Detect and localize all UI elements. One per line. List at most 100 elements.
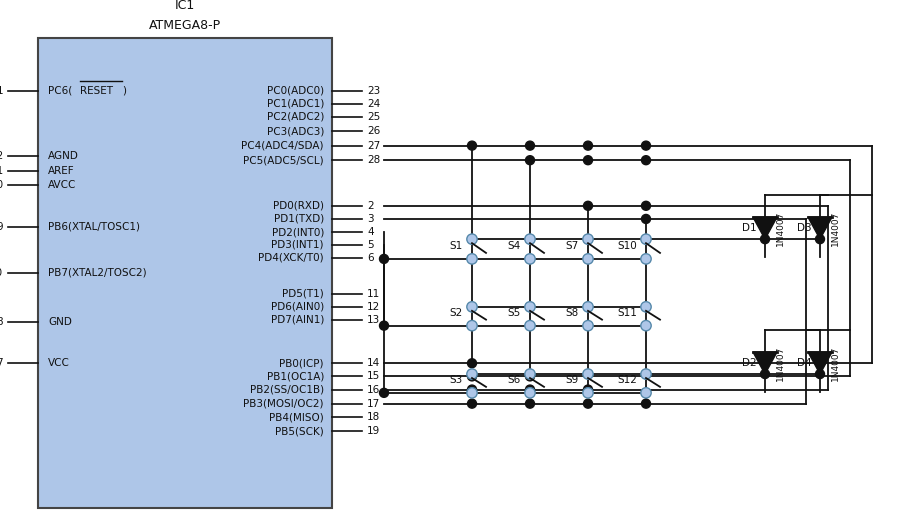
Circle shape bbox=[760, 235, 770, 244]
Text: S4: S4 bbox=[508, 241, 521, 251]
Text: PC4(ADC4/SDA): PC4(ADC4/SDA) bbox=[241, 140, 324, 150]
Text: PC0(ADC0): PC0(ADC0) bbox=[267, 86, 324, 96]
Text: 10: 10 bbox=[0, 268, 3, 278]
Circle shape bbox=[583, 369, 593, 379]
Circle shape bbox=[467, 254, 477, 264]
Circle shape bbox=[815, 370, 824, 379]
Circle shape bbox=[815, 235, 824, 244]
Text: GND: GND bbox=[48, 317, 72, 327]
Text: S3: S3 bbox=[450, 376, 463, 386]
Circle shape bbox=[642, 156, 651, 165]
Text: 23: 23 bbox=[367, 86, 380, 96]
Circle shape bbox=[641, 388, 652, 398]
Text: 2: 2 bbox=[367, 201, 374, 211]
Circle shape bbox=[380, 388, 389, 397]
Circle shape bbox=[642, 215, 651, 224]
Text: S6: S6 bbox=[508, 376, 521, 386]
Text: S8: S8 bbox=[566, 308, 579, 318]
Polygon shape bbox=[808, 352, 832, 374]
Circle shape bbox=[467, 372, 476, 381]
Text: 15: 15 bbox=[367, 371, 380, 381]
Circle shape bbox=[583, 201, 592, 210]
Circle shape bbox=[525, 369, 535, 379]
Text: PD3(INT1): PD3(INT1) bbox=[272, 240, 324, 250]
Text: PD7(AIN1): PD7(AIN1) bbox=[271, 315, 324, 325]
Circle shape bbox=[641, 301, 652, 312]
Text: PB1(OC1A): PB1(OC1A) bbox=[266, 371, 324, 381]
Circle shape bbox=[526, 156, 535, 165]
Text: D2: D2 bbox=[742, 358, 757, 368]
Text: PB3(MOSI/OC2): PB3(MOSI/OC2) bbox=[244, 399, 324, 409]
Text: ATMEGA8-P: ATMEGA8-P bbox=[148, 19, 221, 32]
Circle shape bbox=[380, 255, 389, 264]
Circle shape bbox=[525, 254, 535, 264]
Text: 1: 1 bbox=[0, 86, 3, 96]
Text: 18: 18 bbox=[367, 412, 380, 422]
Text: IC1: IC1 bbox=[175, 0, 195, 12]
Text: 12: 12 bbox=[367, 302, 380, 312]
Text: ): ) bbox=[122, 86, 126, 96]
Polygon shape bbox=[808, 217, 832, 239]
Circle shape bbox=[467, 320, 477, 331]
Text: 28: 28 bbox=[367, 155, 380, 165]
Text: VCC: VCC bbox=[48, 358, 70, 368]
Text: S12: S12 bbox=[617, 376, 637, 386]
Text: PB7(XTAL2/TOSC2): PB7(XTAL2/TOSC2) bbox=[48, 268, 147, 278]
Text: 1N4007: 1N4007 bbox=[776, 210, 785, 246]
Circle shape bbox=[583, 399, 592, 408]
Polygon shape bbox=[753, 352, 777, 374]
Circle shape bbox=[583, 320, 593, 331]
Circle shape bbox=[583, 301, 593, 312]
Circle shape bbox=[467, 369, 477, 379]
Circle shape bbox=[642, 399, 651, 408]
Text: D1: D1 bbox=[742, 223, 757, 233]
Circle shape bbox=[467, 385, 476, 394]
Circle shape bbox=[641, 234, 652, 245]
Circle shape bbox=[583, 234, 593, 245]
Circle shape bbox=[526, 385, 535, 394]
Text: PD1(TXD): PD1(TXD) bbox=[274, 214, 324, 224]
Text: PB6(XTAL/TOSC1): PB6(XTAL/TOSC1) bbox=[48, 222, 140, 232]
Text: S11: S11 bbox=[617, 308, 637, 318]
Text: PD2(INT0): PD2(INT0) bbox=[272, 227, 324, 237]
Text: 21: 21 bbox=[0, 166, 3, 176]
Circle shape bbox=[467, 141, 476, 150]
Text: 14: 14 bbox=[367, 358, 380, 368]
Circle shape bbox=[467, 359, 476, 368]
Text: S10: S10 bbox=[617, 241, 637, 251]
Circle shape bbox=[467, 399, 476, 408]
Text: S1: S1 bbox=[450, 241, 463, 251]
Circle shape bbox=[641, 320, 652, 331]
Text: 27: 27 bbox=[367, 140, 380, 150]
Text: PC1(ADC1): PC1(ADC1) bbox=[266, 99, 324, 109]
Text: 16: 16 bbox=[367, 385, 380, 394]
Text: PD0(RXD): PD0(RXD) bbox=[273, 201, 324, 211]
Text: D4: D4 bbox=[797, 358, 812, 368]
Text: AREF: AREF bbox=[48, 166, 75, 176]
Text: 8: 8 bbox=[0, 317, 3, 327]
Text: AVCC: AVCC bbox=[48, 180, 76, 190]
Text: S5: S5 bbox=[508, 308, 521, 318]
Circle shape bbox=[583, 385, 592, 394]
FancyBboxPatch shape bbox=[38, 38, 332, 508]
Text: PD4(XCK/T0): PD4(XCK/T0) bbox=[258, 253, 324, 263]
Text: PD6(AIN0): PD6(AIN0) bbox=[271, 302, 324, 312]
Text: PD5(T1): PD5(T1) bbox=[283, 289, 324, 299]
Circle shape bbox=[583, 156, 592, 165]
Text: 6: 6 bbox=[367, 253, 374, 263]
Text: PC2(ADC2): PC2(ADC2) bbox=[266, 112, 324, 122]
Text: PB5(SCK): PB5(SCK) bbox=[275, 427, 324, 437]
Text: PC6(: PC6( bbox=[48, 86, 72, 96]
Circle shape bbox=[526, 399, 535, 408]
Circle shape bbox=[583, 254, 593, 264]
Text: D3: D3 bbox=[797, 223, 812, 233]
Text: S7: S7 bbox=[566, 241, 579, 251]
Circle shape bbox=[583, 141, 592, 150]
Circle shape bbox=[642, 141, 651, 150]
Text: 5: 5 bbox=[367, 240, 374, 250]
Circle shape bbox=[760, 370, 770, 379]
Text: 11: 11 bbox=[367, 289, 380, 299]
Text: 13: 13 bbox=[367, 315, 380, 325]
Text: S9: S9 bbox=[566, 376, 579, 386]
Text: PB4(MISO): PB4(MISO) bbox=[269, 412, 324, 422]
